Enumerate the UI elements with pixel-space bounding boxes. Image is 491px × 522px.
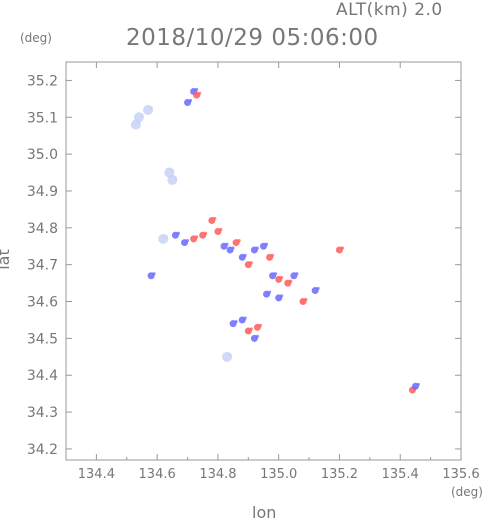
echo-point-speckle	[340, 246, 345, 250]
x-tick-label: 134.4	[78, 467, 115, 482]
echo-point-speckle	[289, 279, 293, 283]
echo-point-speckle	[170, 168, 174, 173]
y-tick-label: 34.3	[27, 405, 58, 421]
echo-point-speckle	[228, 353, 232, 357]
echo-point-speckle	[219, 227, 223, 232]
y-tick-label: 34.8	[27, 221, 58, 237]
timestamp-title: 2018/10/29 05:06:00	[126, 25, 379, 51]
echo-point-speckle	[249, 261, 253, 265]
y-unit-label: (deg)	[20, 31, 52, 45]
echo-point-speckle	[243, 316, 247, 320]
echo-point-speckle	[204, 231, 208, 235]
echo-point-speckle	[295, 272, 299, 276]
y-tick-label: 35.0	[27, 147, 58, 163]
echo-point-speckle	[173, 176, 177, 180]
x-tick-label: 135.0	[260, 467, 297, 482]
plot-frame	[65, 61, 462, 461]
echo-point-speckle	[213, 216, 217, 221]
y-tick-label: 34.7	[27, 258, 58, 274]
y-tick-label: 34.9	[27, 184, 58, 200]
x-axis-label: lon	[252, 503, 277, 522]
echo-point-speckle	[225, 242, 229, 246]
x-tick-label: 135.2	[321, 467, 358, 482]
echo-point-speckle	[304, 297, 308, 302]
echo-point-speckle	[243, 253, 247, 257]
echo-point-speckle	[316, 286, 320, 291]
echo-point-speckle	[185, 238, 190, 243]
altitude-label: ALT(km) 2.0	[336, 0, 443, 20]
y-tick-label: 35.2	[27, 73, 58, 89]
echo-point-speckle	[149, 106, 153, 110]
x-tick-label: 135.4	[382, 467, 419, 482]
echo-point-speckle	[234, 320, 238, 324]
echo-point-speckle	[137, 121, 141, 125]
echo-point-speckle	[255, 334, 259, 338]
y-tick-label: 34.4	[27, 368, 58, 384]
echo-point-speckle	[195, 235, 199, 239]
echo-point-speckle	[258, 323, 263, 327]
echo-point-speckle	[416, 382, 421, 386]
echo-point-speckle	[176, 231, 180, 235]
echo-point-speckle	[198, 91, 202, 95]
echo-point-speckle	[255, 246, 259, 250]
echo-point-speckle	[231, 246, 235, 250]
y-tick-label: 35.1	[27, 110, 58, 126]
echo-point-speckle	[152, 272, 156, 276]
x-tick-label: 134.8	[199, 467, 236, 482]
y-tick-label: 34.6	[27, 295, 58, 311]
echo-point-speckle	[164, 235, 168, 239]
echo-point-speckle	[280, 275, 284, 280]
echo-point-speckle	[267, 290, 272, 294]
echo-point-speckle	[280, 294, 284, 298]
echo-point-speckle	[270, 253, 275, 257]
x-unit-label: (deg)	[451, 485, 483, 499]
x-tick-label: 134.6	[139, 467, 176, 482]
echo-point-speckle	[140, 113, 144, 117]
y-tick-label: 34.2	[27, 442, 58, 458]
y-tick-label: 34.5	[27, 331, 58, 347]
echo-point-speckle	[188, 98, 193, 103]
x-tick-label: 135.6	[442, 467, 479, 482]
echo-point-speckle	[264, 242, 269, 246]
echo-point-speckle	[237, 238, 241, 243]
echo-point-speckle	[249, 327, 253, 331]
echo-point-speckle	[274, 272, 278, 276]
echo-point-speckle	[195, 87, 199, 92]
